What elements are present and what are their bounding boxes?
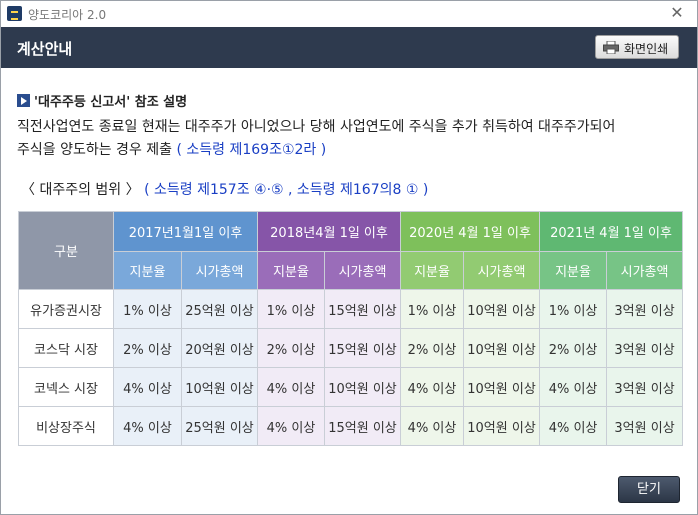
table-cell: 4% 이상 — [539, 367, 608, 407]
title-bar: 양도코리아 2.0 ✕ — [1, 1, 697, 27]
dialog-header: 계산안내 화면인쇄 — [1, 27, 697, 68]
printer-icon — [603, 41, 619, 54]
description-line-2: 주식을 양도하는 경우 제출 ( 소득령 제169조①2라 ) — [17, 139, 326, 159]
table-cell: 1% 이상 — [113, 289, 182, 329]
table-cell: 4% 이상 — [113, 406, 182, 446]
header-gubun: 구분 — [18, 211, 114, 290]
table-cell: 4% 이상 — [400, 406, 465, 446]
row-label: 코스닥 시장 — [18, 328, 114, 368]
table-cell: 1% 이상 — [257, 289, 325, 329]
window-close-icon[interactable]: ✕ — [670, 3, 684, 22]
table-cell: 1% 이상 — [400, 289, 465, 329]
sub-header: 시가총액 — [463, 251, 541, 290]
table-cell: 10억원 이상 — [463, 406, 541, 446]
row-label: 유가증권시장 — [18, 289, 114, 329]
range-law-reference: ( 소득령 제157조 ④·⑤ , 소득령 제167의8 ① ) — [139, 182, 429, 198]
range-title: 〈 대주주의 범위 〉 ( 소득령 제157조 ④·⑤ , 소득령 제167의8… — [21, 179, 428, 199]
description-line-2-text: 주식을 양도하는 경우 제출 — [17, 142, 173, 158]
sub-header: 시가총액 — [323, 251, 402, 290]
table-cell: 4% 이상 — [257, 367, 325, 407]
table-cell: 10억원 이상 — [463, 367, 541, 407]
sub-header: 지분율 — [400, 251, 465, 290]
table-cell: 3억원 이상 — [606, 367, 684, 407]
row-label: 코넥스 시장 — [18, 367, 114, 407]
law-reference: ( 소득령 제169조①2라 ) — [176, 142, 327, 158]
section-title: '대주주등 신고서' 참조 설명 — [17, 91, 187, 110]
description-line-1: 직전사업연도 종료일 현재는 대주주가 아니었으나 당해 사업연도에 주식을 추… — [17, 119, 616, 135]
table-cell: 4% 이상 — [113, 367, 182, 407]
table-cell: 4% 이상 — [539, 406, 608, 446]
table-cell: 2% 이상 — [539, 328, 608, 368]
sub-header: 시가총액 — [181, 251, 258, 290]
major-shareholder-table: 구분 2017년1월1일 이후 2018년4월 1일 이후 2020년 4월 1… — [18, 211, 684, 446]
section-title-text: '대주주등 신고서' 참조 설명 — [34, 95, 188, 110]
sub-header: 시가총액 — [606, 251, 684, 290]
table-cell: 10억원 이상 — [463, 289, 541, 329]
header-title: 계산안내 — [17, 40, 73, 58]
print-screen-label: 화면인쇄 — [624, 42, 669, 56]
app-logo-icon — [7, 6, 22, 21]
table-cell: 25억원 이상 — [181, 289, 258, 329]
period-header: 2021년 4월 1일 이후 — [539, 211, 684, 252]
range-title-text: 〈 대주주의 범위 〉 — [21, 182, 140, 198]
table-row: 비상장주식 4% 이상 25억원 이상 4% 이상 15억원 이상 4% 이상 … — [18, 406, 684, 446]
table-cell: 4% 이상 — [257, 406, 325, 446]
table-cell: 4% 이상 — [400, 367, 465, 407]
window-title: 양도코리아 2.0 — [28, 8, 107, 22]
sub-header: 지분율 — [113, 251, 182, 290]
period-header: 2020년 4월 1일 이후 — [400, 211, 541, 252]
sub-header: 지분율 — [257, 251, 325, 290]
play-bullet-icon — [17, 94, 30, 107]
row-label: 비상장주식 — [18, 406, 114, 446]
table-cell: 20억원 이상 — [181, 328, 258, 368]
table-row: 코넥스 시장 4% 이상 10억원 이상 4% 이상 10억원 이상 4% 이상… — [18, 367, 684, 407]
period-header: 2018년4월 1일 이후 — [256, 211, 402, 252]
table-row: 코스닥 시장 2% 이상 20억원 이상 2% 이상 15억원 이상 2% 이상… — [18, 328, 684, 368]
table-row: 유가증권시장 1% 이상 25억원 이상 1% 이상 15억원 이상 1% 이상… — [18, 289, 684, 329]
table-cell: 2% 이상 — [400, 328, 465, 368]
table-cell: 10억원 이상 — [323, 367, 402, 407]
table-cell: 25억원 이상 — [181, 406, 258, 446]
period-header: 2017년1월1일 이후 — [113, 211, 258, 252]
close-button[interactable]: 닫기 — [618, 476, 680, 503]
table-cell: 2% 이상 — [257, 328, 325, 368]
table-cell: 3억원 이상 — [606, 328, 684, 368]
table-cell: 3억원 이상 — [606, 289, 684, 329]
table-cell: 2% 이상 — [113, 328, 182, 368]
table-cell: 10억원 이상 — [463, 328, 541, 368]
table-cell: 15억원 이상 — [323, 406, 402, 446]
table-cell: 3억원 이상 — [606, 406, 684, 446]
table-cell: 15억원 이상 — [323, 289, 402, 329]
print-screen-button[interactable]: 화면인쇄 — [595, 35, 679, 59]
table-cell: 15억원 이상 — [323, 328, 402, 368]
sub-header: 지분율 — [539, 251, 608, 290]
table-cell: 1% 이상 — [539, 289, 608, 329]
table-cell: 10억원 이상 — [181, 367, 258, 407]
